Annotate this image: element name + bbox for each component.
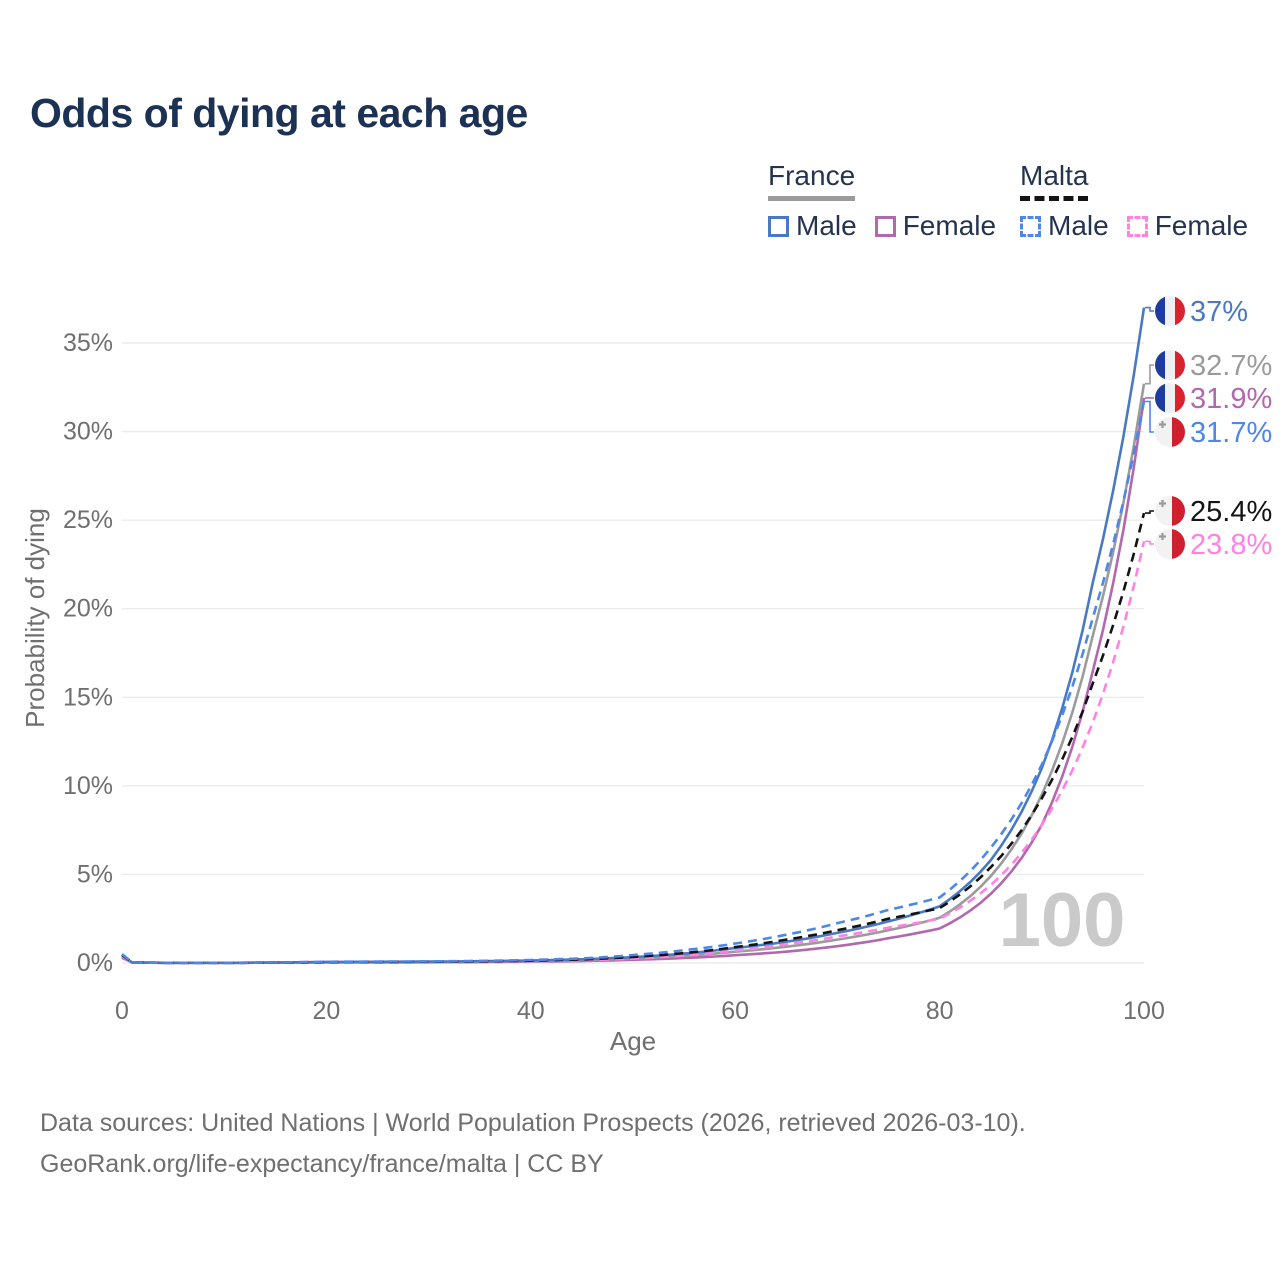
x-tick-label: 20 [312,997,340,1025]
y-axis-title: Probability of dying [20,508,50,728]
y-tick-label: 35% [63,329,113,357]
end-value-label-malta-female: 23.8% [1190,529,1272,561]
legend-item-malta-male: Male [1020,210,1109,242]
y-tick-label: 10% [63,772,113,800]
x-tick-label: 40 [517,997,545,1025]
end-value-label-france-female: 31.9% [1190,383,1272,415]
leader-line-malta-total [1145,510,1154,514]
france-flag-icon [1155,383,1185,413]
age-watermark: 100 [999,878,1126,963]
data-sources-footer: Data sources: United Nations | World Pop… [40,1103,1026,1185]
legend-items-france: Male Female [768,210,996,242]
y-tick-label: 15% [63,683,113,711]
y-tick-label: 5% [77,860,113,888]
malta-flag-icon [1155,417,1185,447]
y-tick-label: 25% [63,506,113,534]
leader-line-france-total [1145,364,1154,385]
legend-item-label: Male [796,210,857,241]
leader-line-malta-female [1145,540,1154,545]
malta-flag-icon [1155,529,1185,559]
malta-flag-icon [1155,496,1185,526]
y-tick-label: 0% [77,949,113,977]
legend-item-label: Female [902,210,997,241]
legend-item-label: Female [1154,210,1249,241]
x-tick-label: 100 [1123,997,1165,1025]
malta-male-swatch-icon [1020,215,1041,237]
france-flag-icon [1155,296,1185,326]
x-tick-label: 0 [115,997,129,1025]
legend-items-malta: Male Female [1020,210,1248,242]
x-tick-label: 60 [721,997,749,1025]
malta-female-swatch-icon [1126,215,1148,237]
legend-item-france-female: Female [874,210,997,242]
legend-item-malta-female: Female [1126,210,1249,242]
legend-group-malta: Malta Male Female [1020,160,1248,242]
end-value-label-france-male: 37% [1190,296,1248,328]
france-flag-icon [1155,350,1185,380]
footer-line-attribution: GeoRank.org/life-expectancy/france/malta… [40,1150,604,1178]
page-title: Odds of dying at each age [30,90,528,136]
x-tick-label: 80 [926,997,954,1025]
footer-line-sources: Data sources: United Nations | World Pop… [40,1109,1026,1137]
x-axis-title: Age [610,1026,656,1056]
france-female-swatch-icon [874,215,896,237]
y-tick-label: 30% [63,418,113,446]
end-value-label-malta-total: 25.4% [1190,496,1272,528]
legend-group-france: France Male Female [768,160,996,242]
legend-heading-malta: Malta [1020,160,1089,201]
leader-line-malta-male [1145,400,1154,433]
chart-line-malta-male [121,401,1146,965]
end-value-label-france-total: 32.7% [1190,350,1272,382]
leader-line-france-male [1145,306,1154,312]
legend-item-label: Male [1048,210,1109,241]
legend-item-france-male: Male [768,210,857,242]
france-male-swatch-icon [768,215,789,237]
legend-heading-france: France [768,160,856,201]
y-tick-label: 20% [63,595,113,623]
end-value-label-malta-male: 31.7% [1190,417,1272,449]
